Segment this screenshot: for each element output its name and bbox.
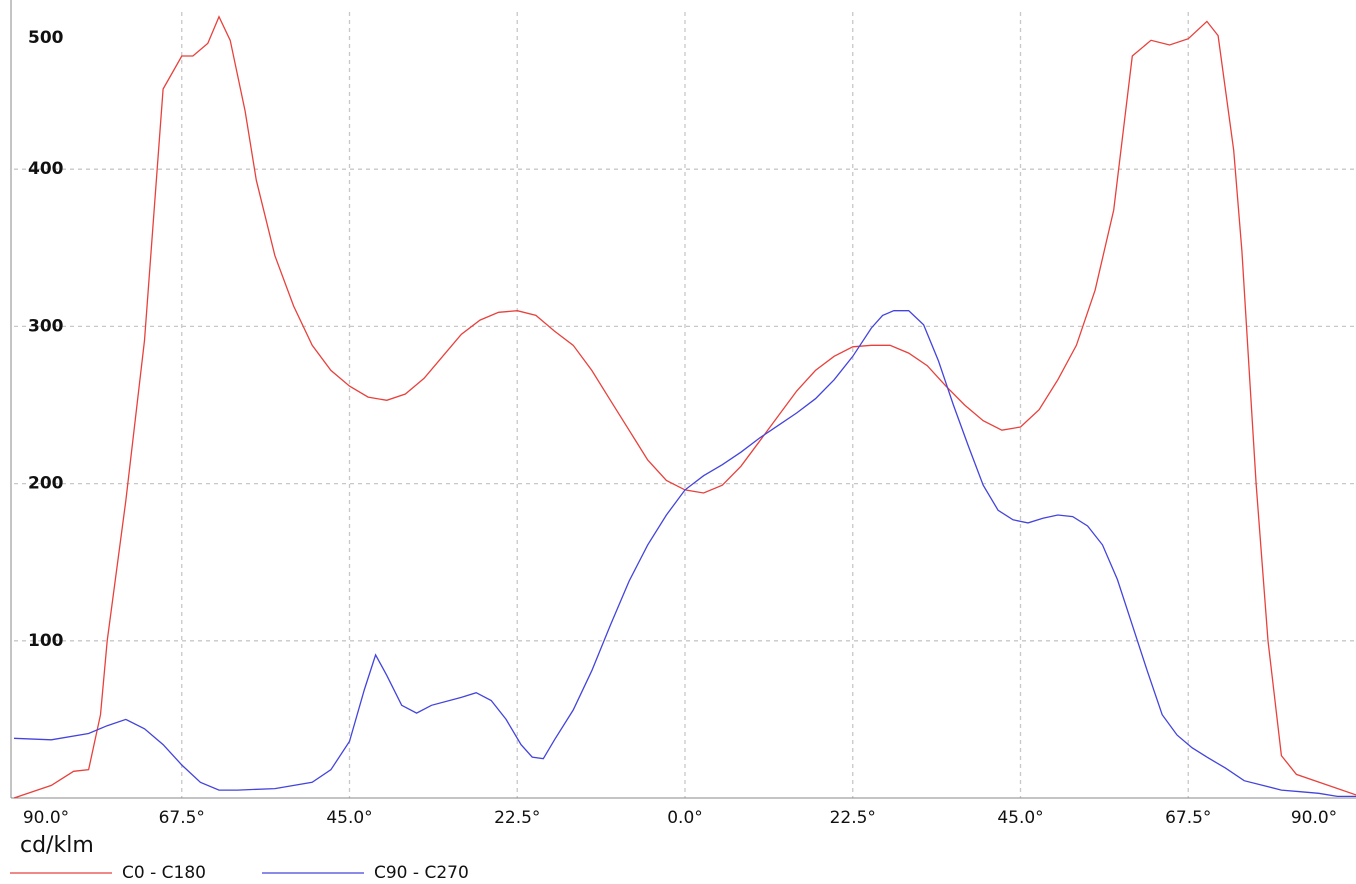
y-tick-label: 400 [28, 159, 64, 179]
legend-label: C90 - C270 [374, 863, 469, 883]
x-tick-label: 67.5° [1165, 808, 1211, 828]
x-tick-label: 22.5° [830, 808, 876, 828]
x-tick-label: 90.0° [1291, 808, 1337, 828]
y-tick-label: 300 [28, 316, 64, 336]
y-tick-label: 100 [28, 631, 64, 651]
y-tick-label: 200 [28, 474, 64, 494]
x-tick-label: 67.5° [159, 808, 205, 828]
y-tick-label: 500 [28, 28, 64, 48]
x-tick-label: 90.0° [23, 808, 69, 828]
legend-label: C0 - C180 [122, 863, 206, 883]
series-line [13, 15, 1356, 799]
x-tick-label: 45.0° [326, 808, 372, 828]
series-line [13, 310, 1356, 798]
x-tick-label: 45.0° [997, 808, 1043, 828]
x-tick-label: 22.5° [494, 808, 540, 828]
x-tick-label: 0.0° [667, 808, 703, 828]
y-axis-label: cd/klm [20, 833, 94, 858]
